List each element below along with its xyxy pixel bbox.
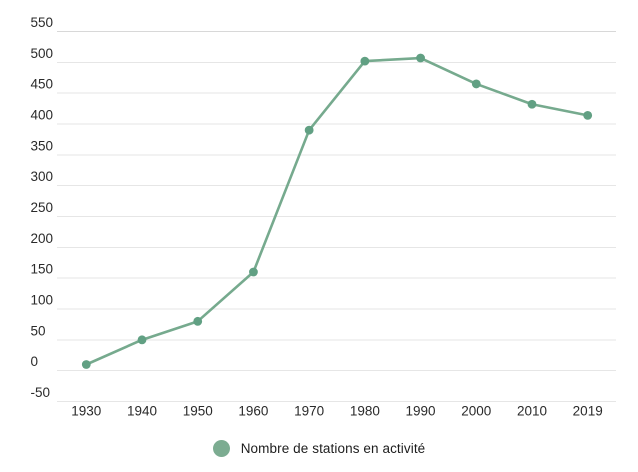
x-tick-label: 2010: [517, 404, 547, 419]
x-tick-label: 1950: [183, 404, 213, 419]
y-tick-label: 450: [31, 77, 54, 92]
y-tick-label: 550: [31, 15, 54, 30]
x-axis-labels: 1930 1940 1950 1960 1970 1980 1990 2000 2010 2019: [71, 404, 602, 419]
y-tick-label: 200: [31, 231, 54, 246]
y-tick-label: 500: [31, 46, 54, 61]
y-tick-label: 350: [31, 138, 54, 153]
y-tick-label: 150: [31, 262, 54, 277]
gridlines: [57, 31, 616, 402]
x-tick-label: 2000: [461, 404, 491, 419]
x-tick-label: 1940: [127, 404, 157, 419]
x-tick-label: 1930: [71, 404, 101, 419]
y-tick-label: 400: [31, 108, 54, 123]
x-tick-label: 2019: [573, 404, 603, 419]
data-point: [193, 316, 203, 326]
data-point: [81, 360, 91, 369]
data-point: [471, 79, 481, 89]
y-tick-label: -50: [31, 385, 51, 400]
data-point: [583, 110, 593, 120]
data-point: [249, 267, 258, 277]
legend: Nombre de stations en activité: [0, 440, 638, 457]
data-point: [304, 125, 314, 135]
legend-marker-icon: [212, 440, 230, 457]
series-line: [85, 56, 590, 366]
y-tick-label: 100: [31, 293, 54, 308]
data-point: [137, 335, 147, 345]
x-tick-label: 1960: [238, 404, 268, 419]
data-point: [416, 53, 425, 63]
y-tick-label: 250: [31, 200, 54, 215]
y-tick-label: 0: [31, 354, 39, 369]
legend-label: Nombre de stations en activité: [240, 441, 426, 456]
data-point: [360, 56, 370, 66]
x-tick-label: 1990: [406, 404, 436, 419]
series: [81, 53, 593, 369]
x-tick-label: 1980: [350, 404, 380, 419]
y-tick-label: 300: [31, 169, 54, 184]
x-tick-label: 1970: [294, 404, 324, 419]
y-tick-label: 50: [31, 323, 46, 338]
data-point: [527, 99, 537, 109]
